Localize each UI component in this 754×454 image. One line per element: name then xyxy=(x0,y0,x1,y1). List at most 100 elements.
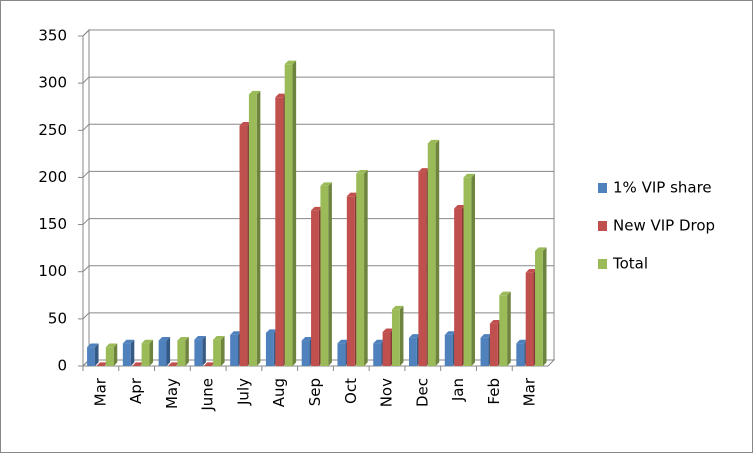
bar xyxy=(105,347,114,366)
bar xyxy=(454,208,463,366)
bar xyxy=(516,343,525,366)
bar-top xyxy=(122,339,135,344)
grid-line xyxy=(82,123,554,131)
grid-line xyxy=(82,76,554,84)
x-tick-label: Feb xyxy=(485,378,503,405)
bar xyxy=(141,343,150,366)
x-tick-label: Sep xyxy=(306,378,324,406)
bar xyxy=(248,94,257,366)
x-tick-label: Aug xyxy=(270,378,288,407)
bar-side xyxy=(220,336,225,366)
bar xyxy=(409,337,417,366)
bar-top xyxy=(409,334,421,338)
bar-side xyxy=(149,339,154,366)
bar-top xyxy=(499,291,511,296)
bar xyxy=(356,173,365,366)
bar-side xyxy=(435,139,440,366)
bar-top xyxy=(167,362,180,366)
x-tick-label: Jan xyxy=(449,378,467,402)
x-tick-label: Oct xyxy=(342,378,360,404)
y-tick-label: 0 xyxy=(57,357,67,375)
bar xyxy=(194,339,203,366)
bar-top xyxy=(158,336,171,341)
bar xyxy=(311,210,319,366)
y-tick-label: 250 xyxy=(38,121,67,139)
bar xyxy=(301,340,310,366)
bar-top xyxy=(480,334,493,338)
bar-top xyxy=(177,336,189,341)
bar xyxy=(373,343,382,366)
bar xyxy=(525,272,534,366)
x-tick-label: Apr xyxy=(127,377,145,404)
bar-top xyxy=(454,204,466,209)
bar-top xyxy=(320,182,332,186)
y-tick-label: 100 xyxy=(38,262,67,280)
bar-top xyxy=(132,362,144,366)
bar xyxy=(463,177,472,366)
bar-top xyxy=(356,170,368,174)
bar-top xyxy=(105,343,118,348)
bar-top xyxy=(489,319,502,324)
bar-side xyxy=(471,173,475,366)
bar-top xyxy=(427,139,440,144)
bar-side xyxy=(256,90,261,366)
bar-side xyxy=(166,336,171,366)
bar-top xyxy=(248,90,261,95)
grid-line xyxy=(82,218,554,225)
bar-side xyxy=(113,343,118,366)
bar xyxy=(87,347,95,366)
bar-side xyxy=(328,182,332,366)
x-tick-label: Mar xyxy=(521,377,539,406)
x-tick-label: Nov xyxy=(378,378,396,407)
x-tick-label: July xyxy=(234,378,252,406)
bar xyxy=(230,334,239,366)
bar-top xyxy=(444,331,457,335)
bar-top xyxy=(373,339,385,344)
y-tick-label: 350 xyxy=(38,27,67,45)
bar xyxy=(177,340,186,366)
bar xyxy=(122,343,131,366)
bar-top xyxy=(535,247,547,251)
bar-side xyxy=(202,336,206,366)
grid-line xyxy=(82,170,554,178)
bar-side xyxy=(94,343,99,366)
bar-top xyxy=(525,269,538,273)
bar xyxy=(320,185,329,366)
bar-side xyxy=(542,247,547,366)
bar xyxy=(265,333,274,366)
bar-top xyxy=(87,343,99,348)
legend-swatch xyxy=(598,183,607,193)
bar xyxy=(337,343,346,366)
bar-top xyxy=(391,305,404,310)
bar-top xyxy=(418,168,430,172)
bar-top xyxy=(239,121,251,126)
bar-top xyxy=(275,93,287,98)
bar xyxy=(284,64,293,367)
bar-side xyxy=(364,170,368,366)
legend-label: New VIP Drop xyxy=(613,217,715,235)
legend-label: 1% VIP share xyxy=(613,179,712,197)
bar-top xyxy=(463,173,475,178)
x-tick-label: June xyxy=(199,378,217,412)
grid-line xyxy=(82,265,554,273)
bar xyxy=(275,97,284,367)
bar-top xyxy=(301,336,314,341)
y-tick-label: 300 xyxy=(38,74,67,92)
legend-swatch xyxy=(598,221,607,231)
bar-top xyxy=(284,60,297,65)
bar xyxy=(213,339,221,366)
legend-label: Total xyxy=(612,255,648,273)
bar-side xyxy=(130,339,135,366)
bar xyxy=(239,125,248,366)
bar-top xyxy=(382,328,395,333)
bar-top xyxy=(213,336,225,340)
bar-side xyxy=(507,291,511,366)
bar-side xyxy=(292,60,297,366)
bar-side xyxy=(185,336,189,366)
bar xyxy=(158,340,167,366)
legend-swatch xyxy=(598,259,607,269)
grid-line xyxy=(82,29,554,37)
x-tick-label: May xyxy=(163,378,181,409)
bar xyxy=(346,196,355,366)
